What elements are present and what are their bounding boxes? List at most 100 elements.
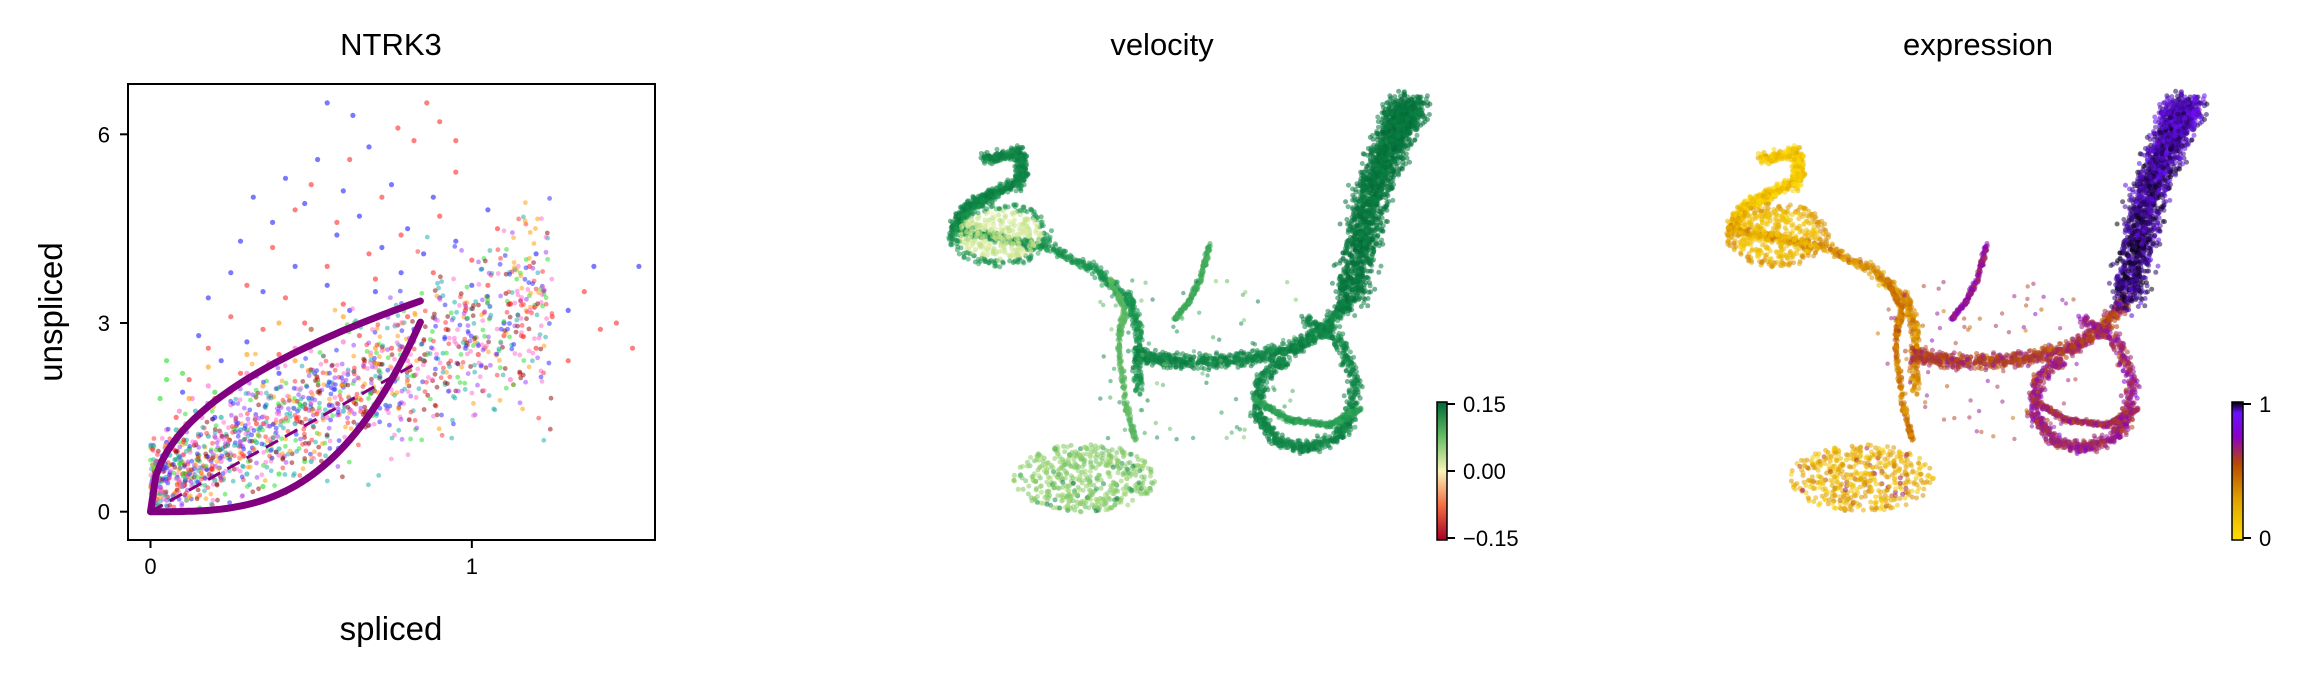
phase-point [250,392,255,397]
phase-point [487,317,492,322]
phase-point [220,447,225,452]
phase-point [510,230,515,235]
phase-point [351,354,356,359]
embedding-cell [1199,277,1204,282]
phase-point [333,308,338,313]
phase-point [446,328,451,333]
phase-point [395,390,400,395]
phase-point [279,436,284,441]
phase-point [547,321,552,326]
embedding-cell [1122,318,1127,323]
phase-point [327,380,332,385]
phase-point [332,375,337,380]
phase-point [351,343,356,348]
phase-point [228,457,233,462]
phase-point [256,416,261,421]
phase-point [309,438,314,443]
phase-point [209,468,214,473]
phase-point [370,364,375,369]
phase-point [480,298,485,303]
phase-point [414,426,419,431]
phase-point [566,308,571,313]
embedding-cell [1343,199,1348,204]
phase-point [538,347,543,352]
phase-point [321,370,326,375]
phase-point [544,235,549,240]
phase-point [317,405,322,410]
embedding-cell [1005,178,1010,183]
embedding-cell [1125,410,1130,415]
phase-point [498,262,503,267]
embedding-cell [1356,272,1361,277]
phase-point [334,232,339,237]
embedding-cell [1253,360,1258,365]
phase-point [529,311,534,316]
phase-point [377,354,382,359]
phase-point [421,358,426,363]
phase-point [423,309,428,314]
phase-point [206,295,211,300]
embedding-cell [1239,351,1244,356]
phase-point [547,361,552,366]
phase-point [398,289,403,294]
phase-point [184,490,189,495]
phase-point [481,348,486,353]
phase-point [425,235,430,240]
phase-point [222,437,227,442]
embedding-cell [1332,304,1337,309]
phase-point [336,410,341,415]
phase-point [297,407,302,412]
phase-point [196,432,201,437]
phase-point [221,420,226,425]
phase-point [478,374,483,379]
phase-point [249,433,254,438]
embedding-cell [1121,314,1126,319]
phase-point [276,401,281,406]
phase-point [446,341,451,346]
phase-point [476,260,481,265]
phase-point [435,281,440,286]
embedding-cell [1205,357,1210,362]
phase-point [507,334,512,339]
phase-point [459,248,464,253]
phase-point [231,479,236,484]
phase-point [309,327,314,332]
phase-point [292,386,297,391]
phase-point [399,232,404,237]
embedding-cell [1008,154,1013,159]
embedding-cell [1368,289,1373,294]
phase-point [395,334,400,339]
phase-point [413,418,418,423]
phase-point [237,430,242,435]
phase-point [441,370,446,375]
embedding-cell [1356,287,1361,292]
phase-point [244,391,249,396]
phase-point [498,339,503,344]
phase-point [364,342,369,347]
phase-point [410,319,415,324]
phase-point [541,371,546,376]
phase-point [443,303,448,308]
phase-point [385,326,390,331]
phase-point [240,474,245,479]
phase-point [370,327,375,332]
phase-point [430,377,435,382]
phase-point [334,220,339,225]
phase-point [540,269,545,274]
phase-point [540,379,545,384]
phase-point [250,362,255,367]
phase-point [505,310,510,315]
embedding-cell [1122,309,1127,314]
phase-point [352,366,357,371]
phase-point [389,457,394,462]
phase-point [582,289,587,294]
phase-point [508,301,513,306]
phase-point [451,422,456,427]
phase-point [350,306,355,311]
embedding-cell [1342,292,1347,297]
phase-point [274,450,279,455]
phase-point [270,245,275,250]
x-tick-label: 1 [466,554,478,579]
phase-point [462,381,467,386]
